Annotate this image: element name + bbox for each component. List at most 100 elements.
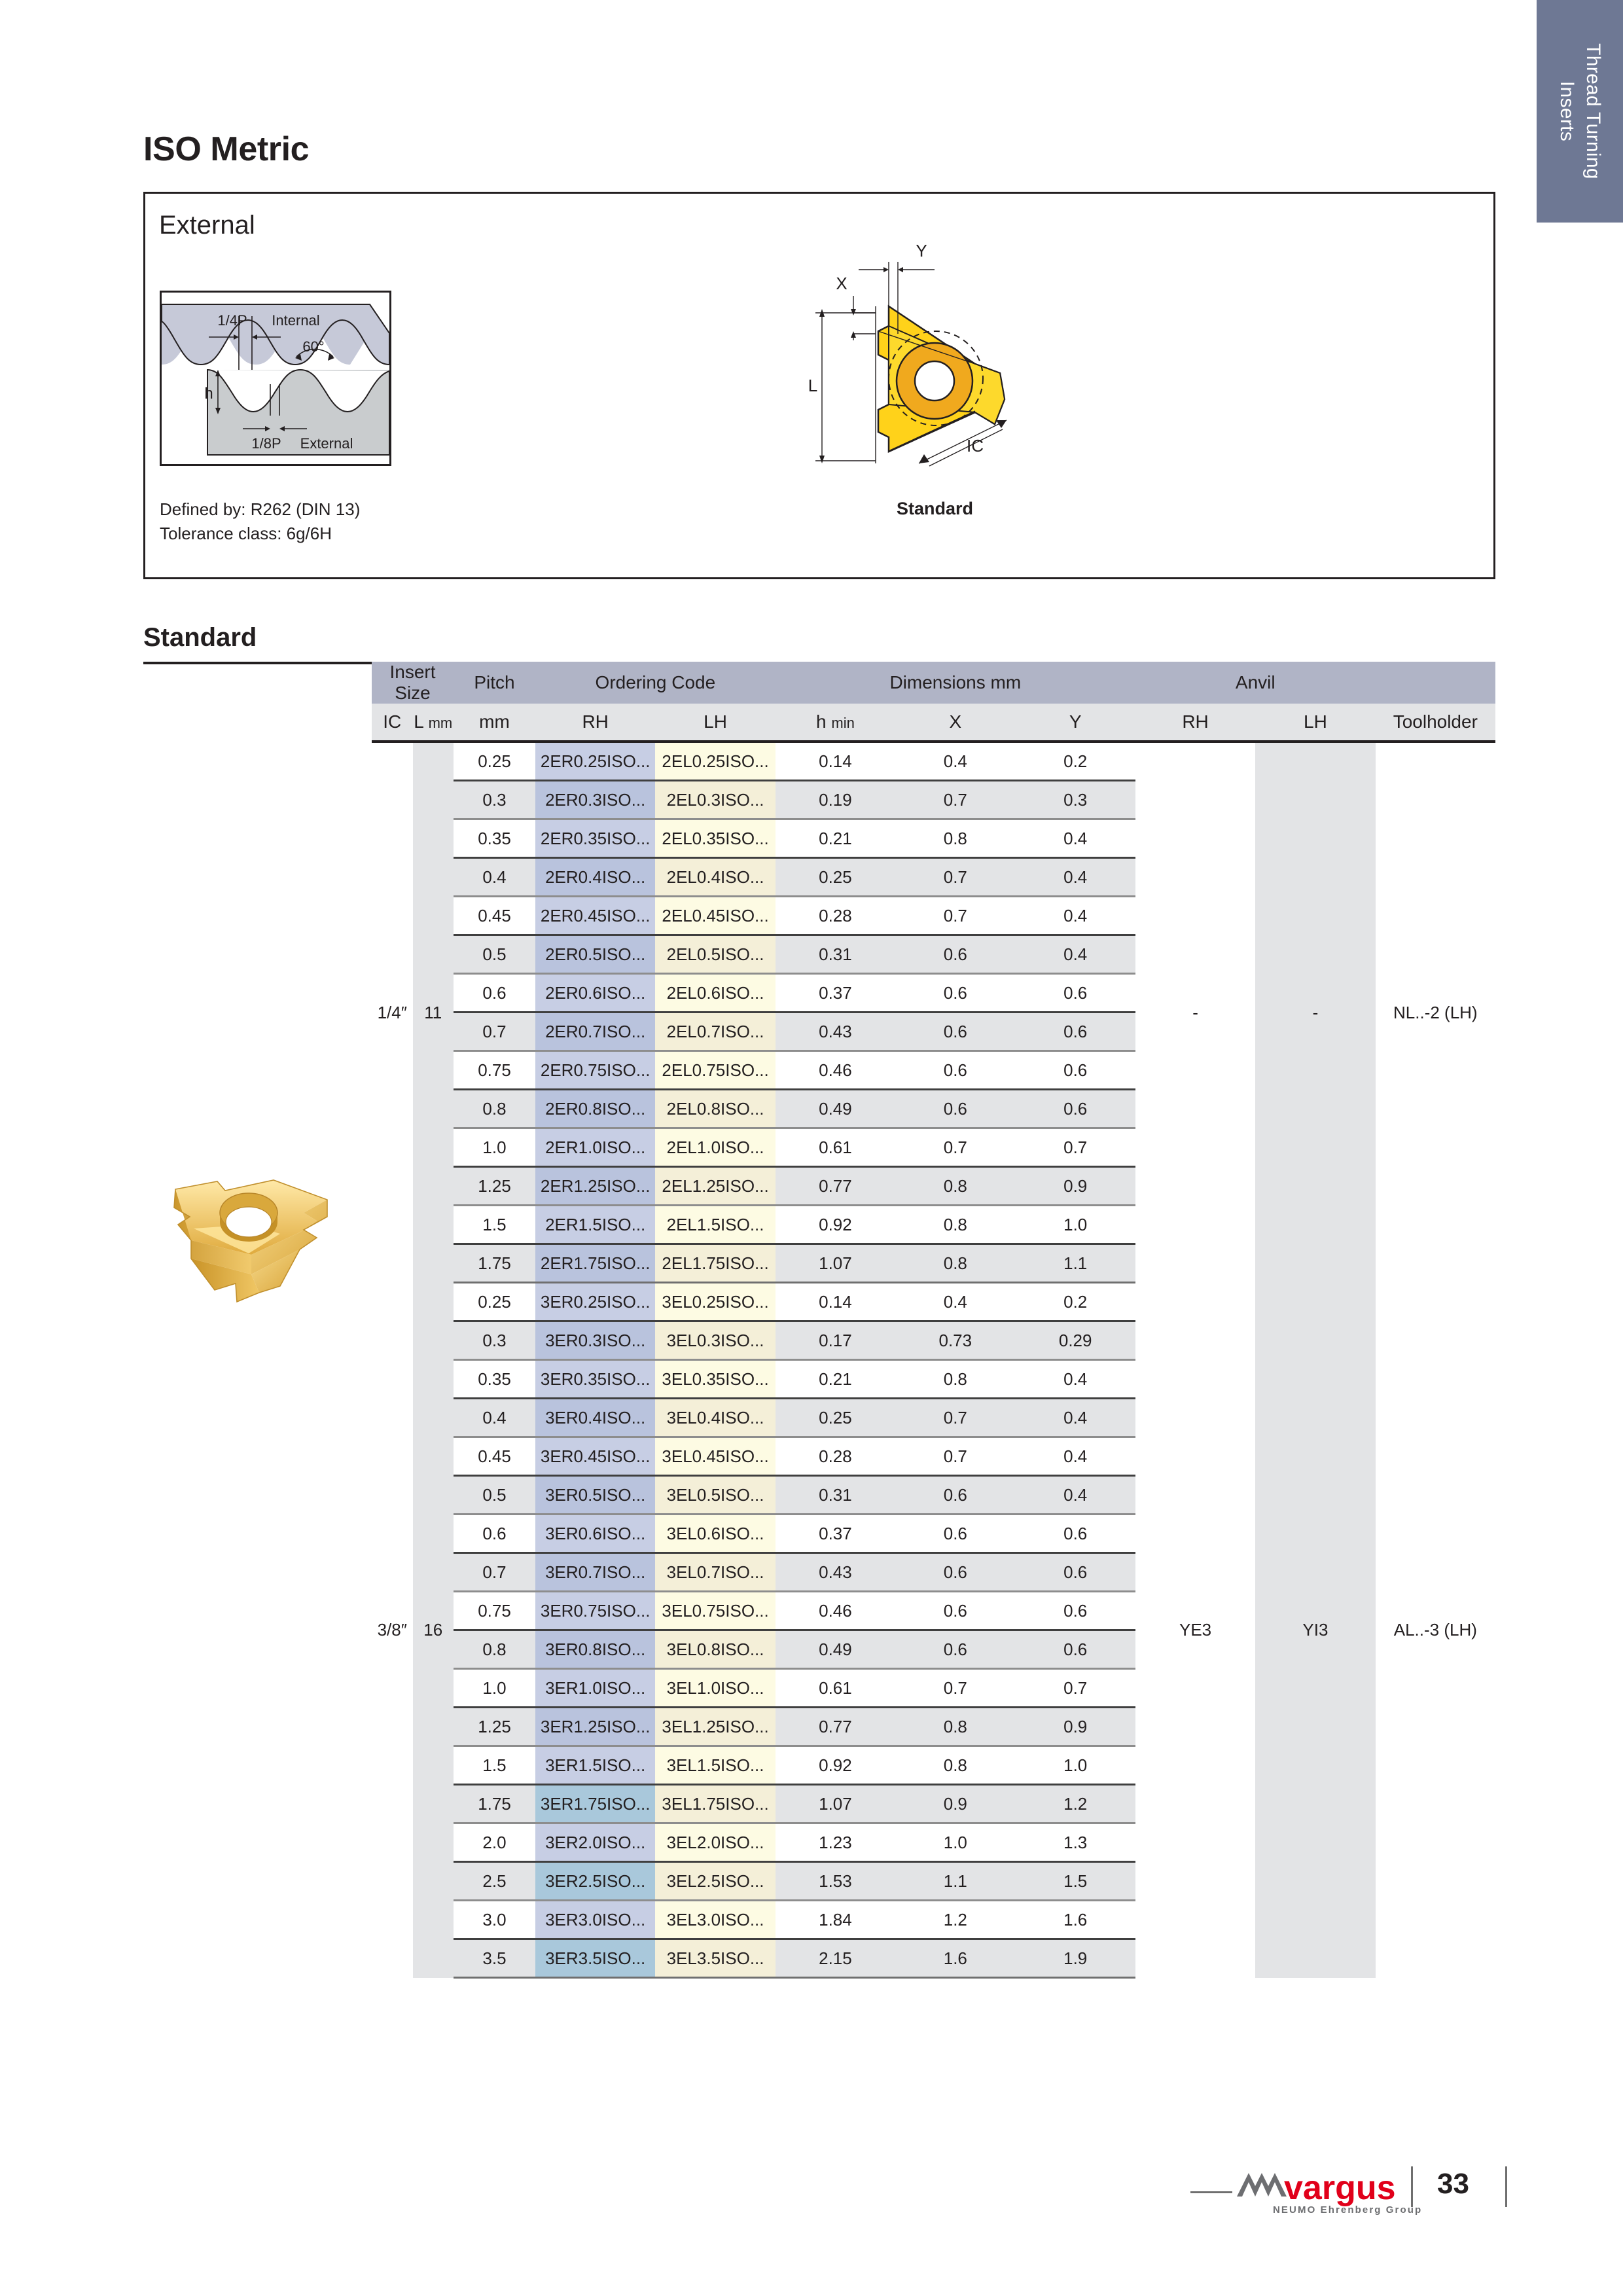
cell-pitch: 0.3 [454,1321,535,1361]
cell-ordering-code-rh: 3ER2.5ISO... [535,1861,656,1901]
col-header-l-mm: L mm [412,704,454,743]
label-ic: IC [967,436,984,456]
cell-pitch: 1.0 [454,1128,535,1168]
table-row: 0.3 3ER0.3ISO... 3EL0.3ISO... 0.17 0.73 0.29 [372,1321,1495,1361]
cell-ordering-code-lh: 2EL1.0ISO... [655,1128,776,1168]
cell-anvil-lh: - [1255,742,1376,1283]
cell-y: 0.4 [1015,1398,1135,1438]
cell-pitch: 1.25 [454,1707,535,1747]
cell-y: 0.4 [1015,1359,1135,1399]
label-h: h [204,385,213,403]
cell-h-min: 0.92 [775,1746,896,1785]
cell-x: 0.6 [895,1012,1016,1052]
cell-ordering-code-lh: 2EL1.5ISO... [655,1205,776,1245]
col-header-ic: IC [372,704,413,743]
cell-h-min: 0.49 [775,1630,896,1670]
cell-y: 1.0 [1015,1746,1135,1785]
cell-ordering-code-lh: 3EL1.0ISO... [655,1668,776,1708]
cell-ordering-code-lh: 3EL0.4ISO... [655,1398,776,1438]
cell-pitch: 0.6 [454,1514,535,1554]
cell-h-min: 0.49 [775,1089,896,1129]
cell-h-min: 1.53 [775,1861,896,1901]
vargus-tagline: NEUMO Ehrenberg Group [1273,2204,1423,2215]
cell-y: 0.6 [1015,1089,1135,1129]
table-row: 0.6 2ER0.6ISO... 2EL0.6ISO... 0.37 0.6 0.6 [372,973,1495,1013]
cell-ordering-code-lh: 3EL3.0ISO... [655,1900,776,1940]
table-row: 1.0 3ER1.0ISO... 3EL1.0ISO... 0.61 0.7 0.7 [372,1668,1495,1708]
cell-pitch: 1.25 [454,1166,535,1206]
cell-x: 0.9 [895,1784,1016,1824]
cell-pitch: 0.45 [454,1437,535,1477]
insert-dimension-drawing: Y X L IC [779,236,1080,497]
cell-x: 0.8 [895,1359,1016,1399]
cell-h-min: 0.28 [775,1437,896,1477]
col-header-anvil-rh: RH [1135,704,1256,743]
cell-pitch: 3.0 [454,1900,535,1940]
cell-h-min: 0.77 [775,1166,896,1206]
cell-ordering-code-lh: 2EL0.8ISO... [655,1089,776,1129]
cell-h-min: 0.61 [775,1668,896,1708]
cell-h-min: 0.31 [775,1475,896,1515]
cell-ordering-code-lh: 3EL0.25ISO... [655,1282,776,1322]
cell-ordering-code-lh: 2EL0.75ISO... [655,1050,776,1090]
cell-ordering-code-rh: 3ER0.6ISO... [535,1514,656,1554]
table-row: 0.3 2ER0.3ISO... 2EL0.3ISO... 0.19 0.7 0.3 [372,780,1495,820]
table-row: 0.8 2ER0.8ISO... 2EL0.8ISO... 0.49 0.6 0.6 [372,1089,1495,1129]
cell-pitch: 0.35 [454,1359,535,1399]
cell-h-min: 0.77 [775,1707,896,1747]
cell-y: 0.4 [1015,819,1135,859]
cell-x: 0.7 [895,1128,1016,1168]
cell-ordering-code-rh: 3ER3.0ISO... [535,1900,656,1940]
cell-ordering-code-rh: 2ER0.25ISO... [535,742,656,781]
cell-ordering-code-lh: 3EL0.75ISO... [655,1591,776,1631]
col-header-x: X [895,704,1016,743]
cell-ordering-code-lh: 2EL0.35ISO... [655,819,776,859]
cell-y: 0.3 [1015,780,1135,820]
cell-ordering-code-rh: 2ER0.8ISO... [535,1089,656,1129]
table-row: 3.0 3ER3.0ISO... 3EL3.0ISO... 1.84 1.2 1.6 [372,1900,1495,1940]
cell-ordering-code-rh: 3ER0.5ISO... [535,1475,656,1515]
col-header-y: Y [1015,704,1135,743]
cell-pitch: 3.5 [454,1939,535,1979]
cell-l-mm: 11 [412,742,454,1283]
table-row: 1.5 2ER1.5ISO... 2EL1.5ISO... 0.92 0.8 1.0 [372,1205,1495,1245]
cell-h-min: 0.21 [775,1359,896,1399]
cell-pitch: 0.5 [454,1475,535,1515]
cell-h-min: 1.84 [775,1900,896,1940]
col-header-rh: RH [535,704,656,743]
label-eighth-p: 1/8P [251,435,281,452]
cell-y: 0.6 [1015,1012,1135,1052]
cell-pitch: 0.5 [454,935,535,975]
cell-y: 0.2 [1015,1282,1135,1322]
cell-ordering-code-rh: 3ER0.75ISO... [535,1591,656,1631]
external-panel-title: External [159,211,255,240]
col-header-lh: LH [655,704,776,743]
cell-ordering-code-lh: 3EL2.0ISO... [655,1823,776,1863]
cell-x: 0.6 [895,1591,1016,1631]
cell-anvil-rh: YE3 [1179,1620,1212,1640]
cell-ordering-code-lh: 2EL0.5ISO... [655,935,776,975]
cell-y: 0.4 [1015,1475,1135,1515]
cell-toolholder: NL..-2 (LH) [1393,1002,1478,1022]
cell-ordering-code-rh: 3ER0.7ISO... [535,1552,656,1592]
cell-h-min: 0.43 [775,1012,896,1052]
cell-x: 0.6 [895,1630,1016,1670]
cell-x: 0.7 [895,780,1016,820]
cell-pitch: 1.75 [454,1784,535,1824]
cell-y: 1.3 [1015,1823,1135,1863]
cell-pitch: 1.75 [454,1244,535,1283]
cell-ordering-code-rh: 3ER0.25ISO... [535,1282,656,1322]
cell-ordering-code-rh: 3ER1.0ISO... [535,1668,656,1708]
cell-anvil-rh: - [1192,1002,1198,1022]
cell-x: 0.6 [895,973,1016,1013]
cell-pitch: 0.8 [454,1089,535,1129]
side-tab-line2: Inserts [1556,81,1578,142]
cell-pitch: 1.0 [454,1668,535,1708]
thread-standard-note: Defined by: R262 (DIN 13) Tolerance clas… [160,499,361,543]
insert-product-photo [152,1162,342,1325]
group-header-pitch: Pitch [454,662,535,704]
cell-y: 1.1 [1015,1244,1135,1283]
cell-y: 0.4 [1015,935,1135,975]
table-row: 1.0 2ER1.0ISO... 2EL1.0ISO... 0.61 0.7 0.7 [372,1128,1495,1168]
page-number: 33 [1437,2168,1469,2200]
